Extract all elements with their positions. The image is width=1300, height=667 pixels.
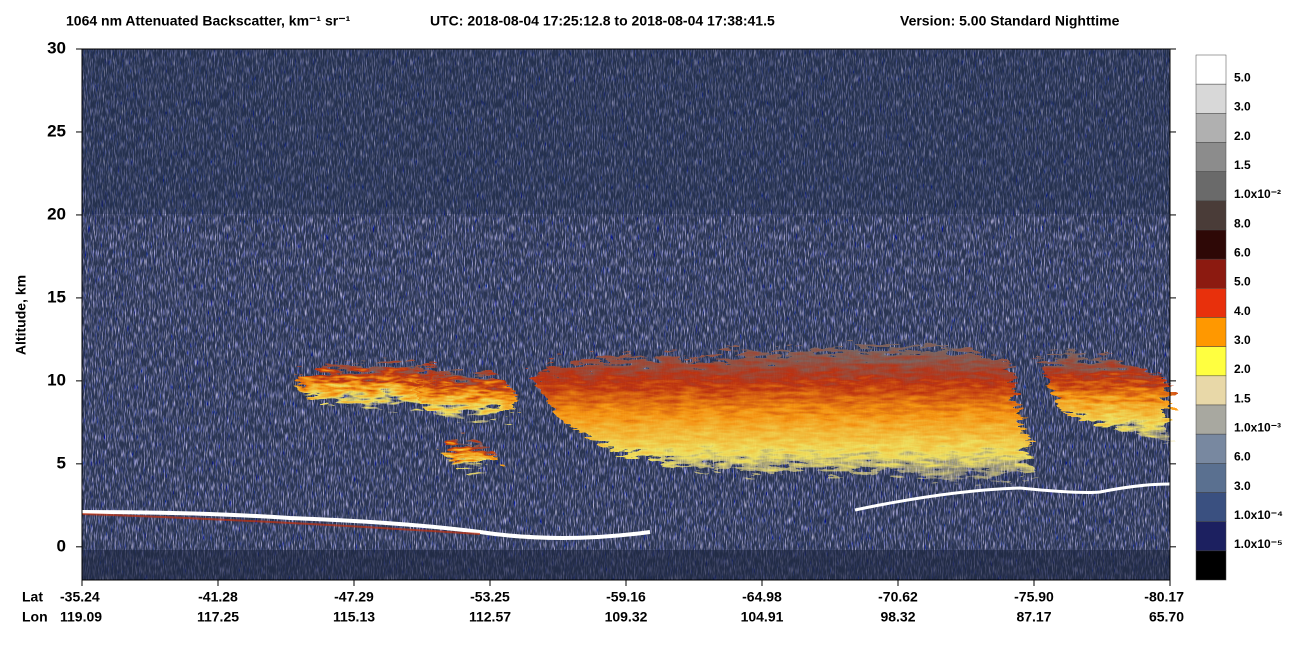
heatmap-image [81, 49, 1171, 580]
colorbar-label: 2.0 [1234, 362, 1251, 376]
colorbar-swatch [1195, 229, 1227, 260]
lat-label: -41.28 [198, 589, 238, 605]
colorbar-label: 3.0 [1234, 333, 1251, 347]
lat-label: -47.29 [334, 589, 374, 605]
colorbar-swatch [1195, 54, 1227, 85]
lat-label: -75.90 [1014, 589, 1054, 605]
y-tick-label: 25 [47, 121, 66, 140]
colorbar-label: 1.0x10⁻³ [1234, 421, 1281, 435]
lon-label: 98.32 [880, 609, 915, 625]
lon-label: 119.09 [60, 609, 102, 625]
colorbar-label: 3.0 [1234, 100, 1251, 114]
colorbar-label: 6.0 [1234, 246, 1251, 260]
colorbar-label: 1.5 [1234, 158, 1251, 172]
lat-label: -70.62 [878, 589, 918, 605]
lat-label: -53.25 [470, 589, 510, 605]
y-tick-label: 5 [57, 453, 66, 472]
lon-label: 109.32 [605, 609, 648, 625]
colorbar-label: 1.5 [1234, 391, 1251, 405]
colorbar-label: 3.0 [1234, 479, 1251, 493]
lon-title: Lon [22, 609, 48, 625]
colorbar-label: 2.0 [1234, 129, 1251, 143]
colorbar-swatch [1195, 171, 1227, 202]
colorbar-swatch [1195, 375, 1227, 406]
colorbar-label: 1.0x10⁻⁵ [1234, 537, 1283, 551]
colorbar-label: 8.0 [1234, 216, 1251, 230]
chart-title: 1064 nm Attenuated Backscatter, km⁻¹ sr⁻… [66, 13, 351, 29]
colorbar-swatch [1195, 550, 1227, 581]
colorbar-swatch [1195, 113, 1227, 143]
colorbar-swatch [1195, 404, 1227, 435]
lat-title: Lat [22, 589, 43, 605]
y-tick-label: 15 [47, 287, 66, 306]
colorbar-swatch [1195, 288, 1227, 318]
y-tick-label: 20 [47, 204, 66, 223]
lon-label: 115.13 [333, 609, 375, 625]
colorbar-swatch [1195, 492, 1227, 522]
colorbar-swatch [1195, 346, 1227, 377]
colorbar-swatch [1195, 142, 1227, 172]
colorbar-label: 5.0 [1234, 71, 1251, 85]
lon-label: 87.17 [1016, 609, 1051, 625]
y-tick-label: 10 [47, 370, 66, 389]
time-range: UTC: 2018-08-04 17:25:12.8 to 2018-08-04… [430, 13, 775, 29]
colorbar-label: 5.0 [1234, 275, 1251, 289]
colorbar-swatch [1195, 317, 1227, 347]
y-axis-label: Altitude, km [13, 275, 29, 355]
colorbar-swatch [1195, 83, 1227, 114]
colorbar-label: 1.0x10⁻⁴ [1234, 508, 1283, 522]
colorbar-swatch [1195, 258, 1227, 289]
lat-label: -64.98 [742, 589, 782, 605]
lat-label: -35.24 [60, 589, 100, 605]
colorbar-label: 6.0 [1234, 450, 1251, 464]
colorbar-swatch [1195, 463, 1227, 493]
colorbar-swatch [1195, 433, 1227, 464]
y-tick-label: 30 [47, 38, 66, 57]
colorbar-label: 1.0x10⁻² [1234, 187, 1281, 201]
y-tick-label: 0 [57, 536, 66, 555]
lat-label: -80.17 [1144, 589, 1184, 605]
lon-label: 104.91 [741, 609, 784, 625]
lon-label: 112.57 [469, 609, 511, 625]
colorbar-swatch [1195, 521, 1227, 552]
lat-label: -59.16 [606, 589, 646, 605]
lon-label: 117.25 [197, 609, 239, 625]
colorbar-label: 4.0 [1234, 304, 1251, 318]
version: Version: 5.00 Standard Nighttime [900, 13, 1120, 29]
colorbar-swatch [1195, 200, 1227, 231]
lon-label: 65.70 [1149, 609, 1184, 625]
